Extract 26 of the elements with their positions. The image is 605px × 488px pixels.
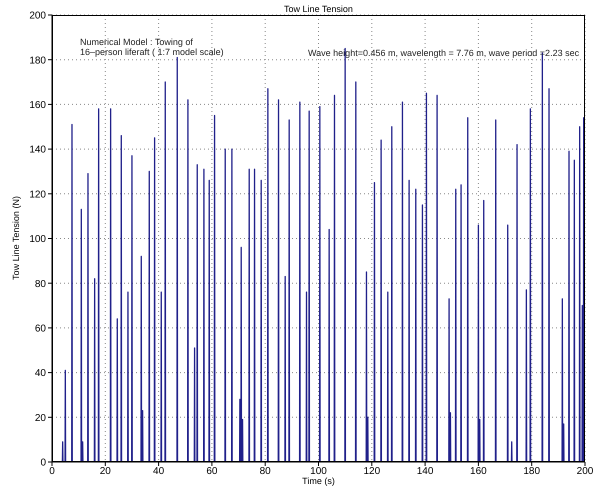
x-tick-label: 180 — [523, 466, 540, 478]
y-tick-label: 80 — [34, 278, 46, 290]
y-axis-title: Tow Line Tension (N) — [11, 194, 21, 282]
y-tick-label: 120 — [29, 189, 46, 200]
x-tick-label: 160 — [470, 466, 488, 478]
annotation: Numerical Model : Towing of 16–person liferaft ( 1:7 model scale) — [80, 37, 224, 57]
x-tick-label: 140 — [416, 466, 434, 478]
x-tick-label: 0 — [49, 466, 56, 478]
x-tick-label: 60 — [206, 466, 218, 478]
y-tick-label: 60 — [34, 323, 46, 334]
y-tick-label: 40 — [34, 368, 46, 380]
chart-title: Tow Line Tension — [283, 4, 354, 14]
y-tick-label: 0 — [40, 458, 46, 469]
y-tick-label: 180 — [29, 55, 46, 66]
y-tick-label: 160 — [29, 100, 46, 111]
y-tick-label: 20 — [34, 412, 46, 424]
x-tick-label: 20 — [100, 466, 112, 478]
x-tick-label: 200 — [576, 466, 594, 478]
y-tick-label: 100 — [29, 234, 46, 246]
y-tick-label: 140 — [29, 144, 46, 156]
x-tick-label: 80 — [260, 466, 272, 478]
x-axis-title: Time (s) — [301, 476, 336, 486]
x-tick-label: 120 — [363, 466, 381, 478]
x-tick-label: 100 — [310, 466, 328, 478]
y-tick-label: 200 — [29, 10, 46, 22]
x-tick-label: 40 — [153, 466, 165, 478]
